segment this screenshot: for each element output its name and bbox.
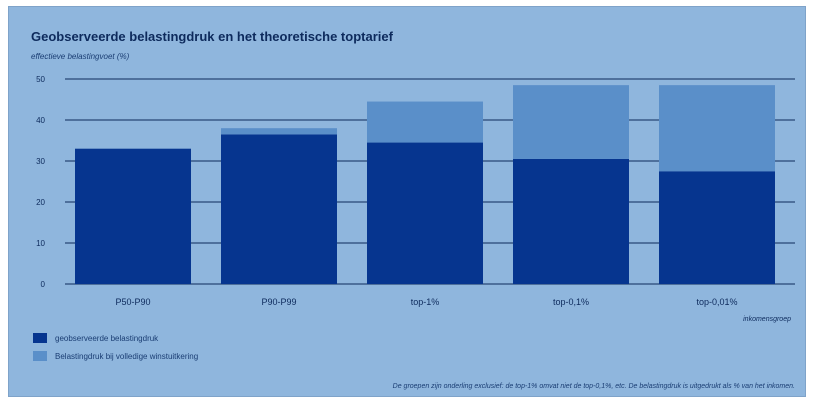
x-tick-label: P90-P99	[261, 297, 296, 307]
footnote: De groepen zijn onderling exclusief: de …	[392, 383, 795, 390]
bar-observed	[367, 142, 483, 284]
legend-label-full: Belastingdruk bij volledige winstuitkeri…	[55, 351, 199, 361]
y-tick-label: 30	[36, 157, 45, 166]
legend-swatch-observed	[33, 333, 47, 343]
x-tick-label: top-1%	[411, 297, 440, 307]
y-tick-label: 20	[36, 198, 45, 207]
bar-observed	[513, 158, 629, 284]
y-axis-label: effectieve belastingvoet (%)	[31, 52, 130, 61]
legend-swatch-full	[33, 351, 47, 361]
y-tick-label: 10	[36, 239, 45, 248]
bar-chart: 0 10 20 30 40 50 P50-P90 P90-P99 top-1% top-0,1% t…	[36, 75, 795, 323]
y-tick-label: 50	[36, 75, 45, 84]
x-tick-label: top-0,01%	[696, 297, 737, 307]
bar-full	[367, 101, 483, 143]
y-tick-label: 0	[41, 280, 46, 289]
bar-full	[659, 85, 775, 172]
x-tick-label: P50-P90	[115, 297, 150, 307]
chart-title: Geobserveerde belastingdruk en het theor…	[31, 29, 393, 44]
chart-panel: Geobserveerde belastingdruk en het theor…	[8, 6, 806, 397]
bar-observed	[75, 148, 191, 284]
legend-item-observed: geobserveerde belastingdruk	[33, 333, 158, 343]
bar-observed	[221, 134, 337, 284]
bar-full	[221, 128, 337, 135]
legend-item-full: Belastingdruk bij volledige winstuitkeri…	[33, 351, 198, 361]
bar-observed	[659, 171, 775, 284]
bar-full	[513, 85, 629, 159]
y-tick-label: 40	[36, 116, 45, 125]
x-axis-label: inkomensgroep	[743, 316, 791, 323]
x-tick-label: top-0,1%	[553, 297, 589, 307]
legend-label-observed: geobserveerde belastingdruk	[55, 333, 159, 343]
